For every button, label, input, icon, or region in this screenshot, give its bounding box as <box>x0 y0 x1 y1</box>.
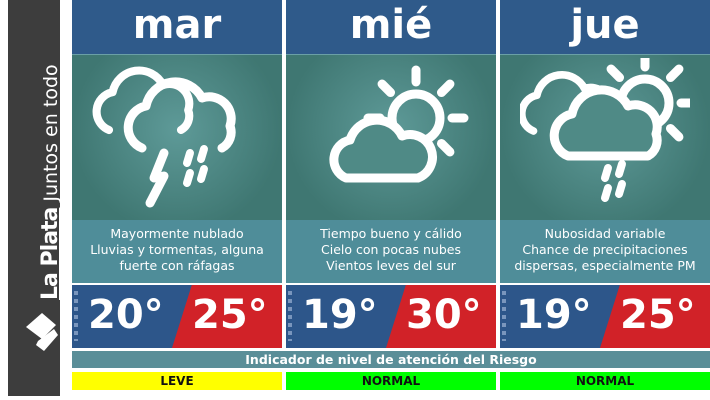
weather-icon-area <box>286 54 496 220</box>
risk-level-badge: LEVE <box>72 372 282 390</box>
min-temp: 19° <box>516 292 592 338</box>
weather-icon-area <box>72 54 282 220</box>
day-name: jue <box>500 0 710 54</box>
temperature-panel: 20° 25° <box>72 285 282 348</box>
max-temp: 30° <box>406 292 482 338</box>
min-temp: 20° <box>88 292 164 338</box>
risk-level-badge: NORMAL <box>286 372 496 390</box>
forecast-description: Tiempo bueno y cálido Cielo con pocas nu… <box>286 220 496 283</box>
day-forecast: mar Mayormente nublado Lluvias y torment… <box>72 0 282 348</box>
weather-icon-area <box>500 54 710 220</box>
forecast-description: Mayormente nublado Lluvias y tormentas, … <box>72 220 282 283</box>
decor-dots <box>74 291 78 341</box>
max-bg <box>386 285 496 348</box>
desc-line: Tiempo bueno y cálido <box>320 226 462 241</box>
desc-line: Lluvias y tormentas, alguna <box>90 242 264 257</box>
max-bg <box>172 285 282 348</box>
sun-cloud-rain-icon <box>520 57 690 202</box>
partly-sunny-icon <box>329 65 469 182</box>
desc-line: Chance de precipitaciones <box>522 242 688 257</box>
max-bg <box>600 285 710 348</box>
brand-sidebar: La Plata Juntos en todo <box>8 0 63 396</box>
forecast-description: Nubosidad variable Chance de precipitaci… <box>500 220 710 283</box>
desc-line: fuerte con ráfagas <box>119 258 235 273</box>
day-forecast: mié Tiempo bueno y cálido Cielo con poca… <box>286 0 496 348</box>
day-forecast: jue Nubosidad variable Chance de precipi… <box>500 0 710 348</box>
desc-line: Cielo con pocas nubes <box>321 242 461 257</box>
decor-dots <box>502 291 506 341</box>
temperature-panel: 19° 25° <box>500 285 710 348</box>
day-name: mar <box>72 0 282 54</box>
risk-indicator-title: Indicador de nivel de atención del Riesg… <box>72 351 710 368</box>
desc-line: dispersas, especialmente PM <box>514 258 696 273</box>
max-temp: 25° <box>192 292 268 338</box>
la-plata-logo-icon <box>26 313 58 351</box>
min-temp: 19° <box>302 292 378 338</box>
decor-dots <box>288 291 292 341</box>
thunderstorm-icon <box>92 65 236 207</box>
desc-line: Nubosidad variable <box>544 226 666 241</box>
desc-line: Vientos leves del sur <box>326 258 456 273</box>
day-name: mié <box>286 0 496 54</box>
desc-line: Mayormente nublado <box>110 226 244 241</box>
temperature-panel: 19° 30° <box>286 285 496 348</box>
risk-level-badge: NORMAL <box>500 372 710 390</box>
max-temp: 25° <box>620 292 696 338</box>
brand-text: La Plata Juntos en todo <box>38 64 63 300</box>
